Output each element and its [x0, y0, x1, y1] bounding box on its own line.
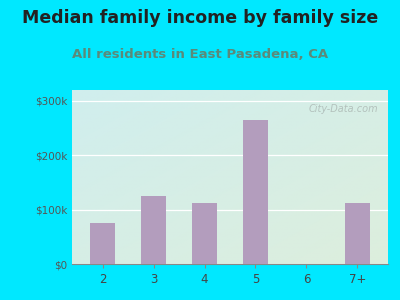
Text: Median family income by family size: Median family income by family size — [22, 9, 378, 27]
Bar — [243, 120, 268, 264]
Bar — [141, 196, 166, 264]
Bar — [192, 202, 217, 264]
Text: All residents in East Pasadena, CA: All residents in East Pasadena, CA — [72, 48, 328, 61]
Text: City-Data.com: City-Data.com — [309, 104, 378, 114]
Bar — [345, 202, 370, 264]
Bar — [90, 223, 115, 264]
